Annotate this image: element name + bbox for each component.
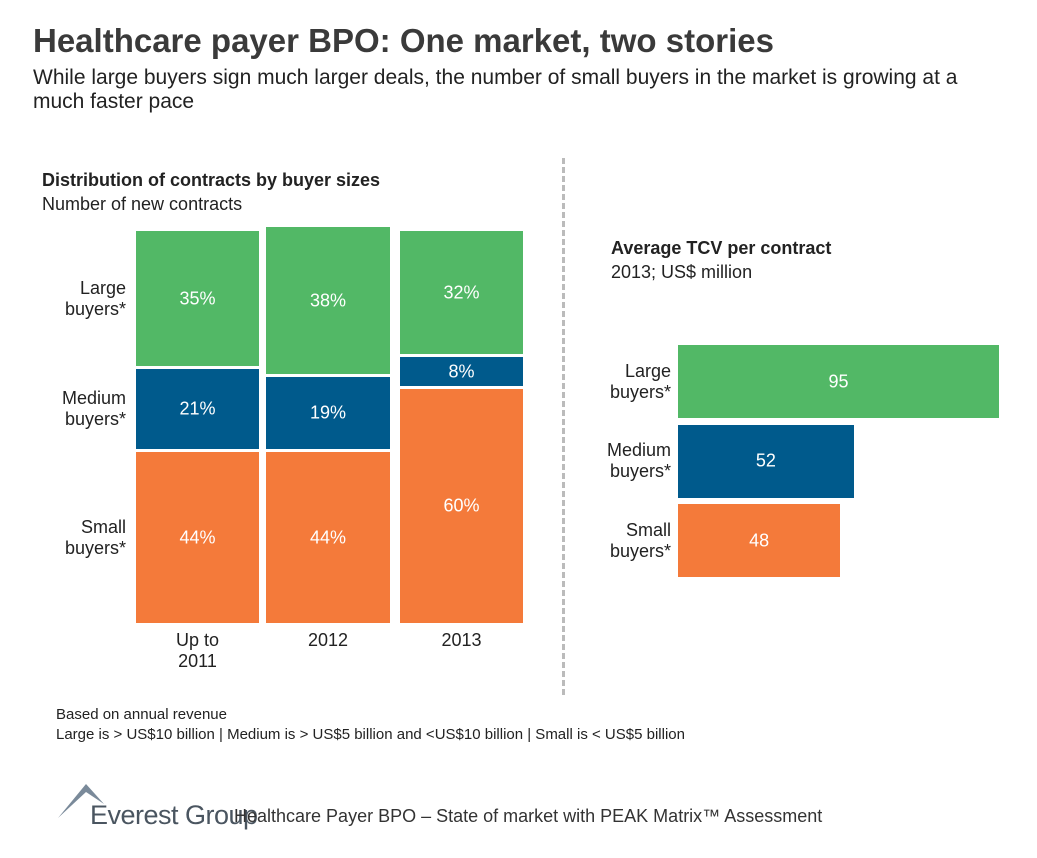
bar bbox=[678, 345, 999, 418]
chart-title: Average TCV per contract bbox=[611, 238, 832, 258]
chart-subtitle: 2013; US$ million bbox=[611, 262, 753, 282]
bar-segment bbox=[136, 452, 259, 623]
series-label: Medium buyers* bbox=[61, 388, 126, 430]
series-label: Large buyers* bbox=[64, 277, 126, 319]
bar bbox=[678, 424, 854, 498]
bar-segment bbox=[266, 452, 390, 623]
bar-segment bbox=[136, 231, 259, 367]
brand: Everest Group bbox=[90, 800, 258, 830]
y-tick-label: Small buyers* bbox=[609, 519, 671, 561]
bar bbox=[678, 504, 841, 577]
value-label: 44% bbox=[309, 527, 347, 548]
bar-segment bbox=[400, 357, 523, 386]
value-label: 32% bbox=[443, 282, 480, 303]
y-tick-label: Medium buyers* bbox=[606, 440, 671, 481]
y-tick-label: Large buyers* bbox=[609, 360, 671, 402]
page-title: Healthcare payer BPO: One market, two st… bbox=[33, 22, 774, 59]
value-label: 60% bbox=[443, 495, 480, 516]
logo-mark bbox=[58, 784, 104, 818]
series-label: Small buyers* bbox=[64, 516, 126, 558]
value-label: 48 bbox=[749, 530, 770, 550]
value-label: 38% bbox=[309, 290, 347, 311]
divider bbox=[562, 158, 565, 695]
note: Based on annual revenue bbox=[56, 706, 227, 723]
value-label: 35% bbox=[179, 288, 216, 309]
page-subtitle: While large buyers sign much larger deal… bbox=[33, 66, 958, 113]
footer-text: Healthcare Payer BPO – State of market w… bbox=[234, 806, 823, 826]
bar-segment bbox=[400, 231, 523, 355]
value-label: 52 bbox=[755, 450, 776, 471]
value-label: 8% bbox=[448, 361, 475, 382]
x-tick-label: 2013 bbox=[441, 630, 482, 650]
x-tick-label: 2012 bbox=[307, 630, 349, 650]
chart-subtitle: Number of new contracts bbox=[42, 194, 243, 214]
value-label: 95 bbox=[828, 371, 849, 391]
x-tick-label: Up to 2011 bbox=[175, 630, 220, 671]
note: Large is > US$10 billion | Medium is > U… bbox=[56, 726, 685, 743]
bar-segment bbox=[266, 377, 390, 450]
bar-segment bbox=[266, 227, 390, 375]
value-label: 21% bbox=[179, 398, 216, 419]
bar-segment bbox=[136, 369, 259, 450]
value-label: 44% bbox=[179, 527, 216, 548]
bar-segment bbox=[400, 389, 523, 623]
value-label: 19% bbox=[309, 402, 347, 423]
chart-title: Distribution of contracts by buyer sizes bbox=[42, 170, 381, 190]
